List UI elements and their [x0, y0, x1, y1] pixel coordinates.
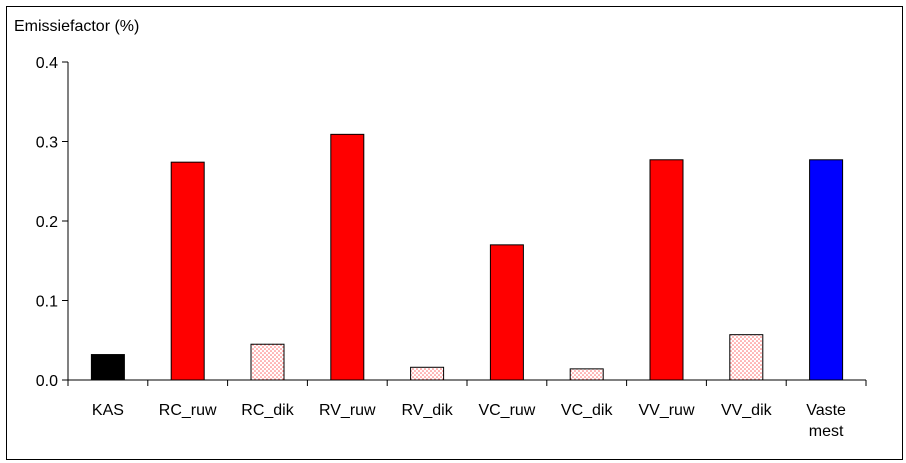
x-tick-label: Vaste mest	[806, 402, 846, 440]
y-tick-label: 0.1	[36, 294, 58, 311]
bar-rc_dik	[250, 343, 285, 381]
y-tick-label: 0.0	[36, 373, 58, 390]
x-tick-label: VC_ruw	[478, 402, 535, 419]
x-tick-label: VC_dik	[561, 402, 614, 419]
x-tick-label: RV_dik	[401, 402, 453, 419]
bar-vv_ruw	[649, 159, 684, 381]
x-tick-label: RC_dik	[241, 402, 294, 419]
bar-rv_ruw	[330, 133, 365, 381]
bar-vv_dik	[729, 334, 764, 381]
y-tick-label: 0.2	[36, 214, 58, 231]
bar-rv_dik	[410, 366, 445, 381]
bar-vc_dik	[569, 368, 604, 381]
x-tick-label: RV_ruw	[319, 402, 376, 419]
bar-kas	[90, 354, 125, 381]
x-tick-label: RC_ruw	[159, 402, 217, 419]
chart-frame	[6, 6, 903, 460]
bar-vaste-mest	[809, 159, 844, 381]
x-tick-label: VV_ruw	[638, 402, 694, 419]
y-tick-label: 0.3	[36, 135, 58, 152]
bar-vc_ruw	[489, 244, 524, 381]
bar-rc_ruw	[170, 161, 205, 381]
y-axis-label: Emissiefactor (%)	[14, 18, 140, 35]
y-tick-label: 0.4	[36, 55, 58, 72]
x-tick-label: VV_dik	[721, 402, 773, 419]
x-tick-label: KAS	[92, 402, 124, 419]
